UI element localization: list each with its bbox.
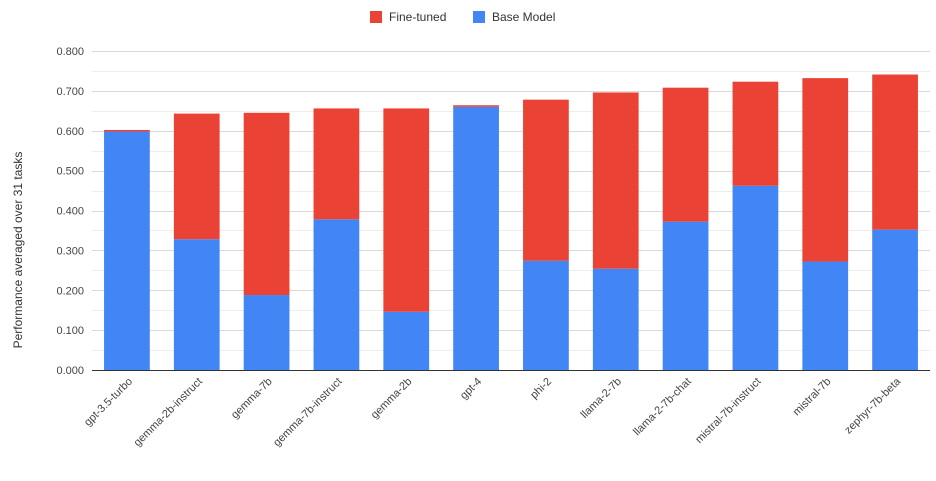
bar-base-model-gpt-4 bbox=[453, 106, 499, 370]
bar-fine-tuned-phi-2 bbox=[523, 99, 569, 261]
legend-label-fine-tuned: Fine-tuned bbox=[389, 10, 446, 24]
bar-base-model-gemma-7b-instruct bbox=[313, 219, 360, 370]
bar-base-model-llama-2-7b-chat bbox=[662, 221, 709, 370]
bar-fine-tuned-llama-2-7b-chat bbox=[662, 87, 709, 222]
y-tick-label: 0.200 bbox=[56, 285, 84, 297]
x-tick-label-mistral-7b-instruct: mistral-7b-instruct bbox=[693, 376, 763, 446]
bar-fine-tuned-gemma-2b-instruct bbox=[173, 113, 220, 240]
x-tick-label-gemma-2b: gemma-2b bbox=[369, 376, 415, 422]
bar-base-model-llama-2-7b bbox=[592, 268, 639, 370]
bar-fine-tuned-gemma-7b-instruct bbox=[313, 108, 360, 220]
legend-swatch-base-model bbox=[473, 11, 485, 23]
y-tick-label: 0.500 bbox=[56, 166, 84, 178]
y-tick-label: 0.300 bbox=[56, 245, 84, 257]
bar-fine-tuned-gpt-3-5-turbo bbox=[104, 129, 150, 132]
x-tick-label-llama-2-7b-chat: llama-2-7b-chat bbox=[631, 376, 694, 439]
y-axis-title: Performance averaged over 31 tasks bbox=[11, 152, 25, 349]
bar-base-model-gemma-2b-instruct bbox=[173, 239, 220, 370]
y-axis-ticks: 0.000 0.100 0.200 0.300 0.400 0.500 0.600 0.700… bbox=[56, 46, 84, 377]
x-tick-label-phi-2: phi-2 bbox=[528, 376, 554, 402]
bar-fine-tuned-mistral-7b-instruct bbox=[732, 81, 779, 186]
y-tick-label: 0.600 bbox=[56, 126, 84, 138]
x-tick-label-mistral-7b: mistral-7b bbox=[791, 376, 834, 419]
x-tick-label-llama-2-7b: llama-2-7b bbox=[579, 376, 624, 421]
x-tick-label-gpt-4: gpt-4 bbox=[458, 376, 484, 402]
y-tick-label: 0.000 bbox=[56, 365, 84, 377]
legend-label-base-model: Base Model bbox=[492, 10, 555, 24]
y-tick-label: 0.400 bbox=[56, 206, 84, 218]
bar-fine-tuned-zephyr-7b-beta bbox=[872, 74, 918, 230]
bar-base-model-mistral-7b-instruct bbox=[732, 185, 779, 370]
gridlines bbox=[92, 51, 930, 351]
bar-base-model-phi-2 bbox=[523, 260, 569, 370]
x-tick-label-gemma-7b-instruct: gemma-7b-instruct bbox=[271, 376, 344, 449]
bar-fine-tuned-gemma-7b bbox=[243, 112, 290, 296]
legend: Fine-tuned Base Model bbox=[370, 10, 555, 24]
bar-base-model-zephyr-7b-beta bbox=[872, 229, 918, 370]
x-tick-label-gemma-2b-instruct: gemma-2b-instruct bbox=[132, 376, 205, 449]
x-tick-label-zephyr-7b-beta: zephyr-7b-beta bbox=[842, 375, 903, 436]
y-tick-label: 0.800 bbox=[56, 46, 84, 58]
bar-base-model-gpt-3-5-turbo bbox=[104, 131, 150, 370]
bar-fine-tuned-gpt-4 bbox=[453, 105, 499, 107]
y-tick-label: 0.100 bbox=[56, 325, 84, 337]
bar-base-model-gemma-2b bbox=[383, 311, 430, 370]
x-tick-label-gpt-3-5-turbo: gpt-3.5-turbo bbox=[82, 376, 135, 429]
bar-fine-tuned-gemma-2b bbox=[383, 108, 430, 312]
bar-base-model-gemma-7b bbox=[243, 295, 290, 370]
bar-fine-tuned-llama-2-7b bbox=[592, 92, 639, 269]
y-tick-label: 0.700 bbox=[56, 86, 84, 98]
bars bbox=[104, 74, 918, 370]
legend-swatch-fine-tuned bbox=[370, 11, 382, 23]
bar-fine-tuned-mistral-7b bbox=[802, 78, 849, 262]
x-tick-label-gemma-7b: gemma-7b bbox=[229, 376, 275, 422]
bar-base-model-mistral-7b bbox=[802, 261, 849, 370]
